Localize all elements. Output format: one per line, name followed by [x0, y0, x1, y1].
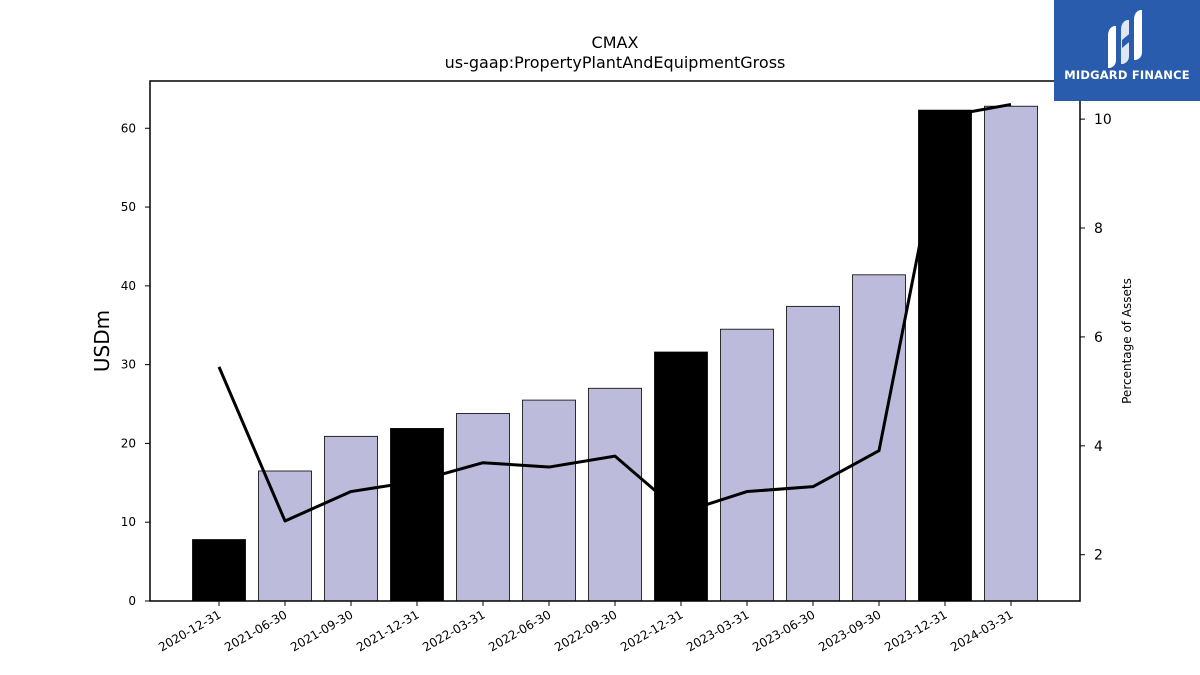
y2-tick-label: 10: [1094, 112, 1112, 128]
x-tick-label: 2023-09-30: [816, 607, 883, 654]
x-tick-label: 2022-12-31: [618, 607, 685, 654]
y2-axis: 2 4 6 8 10: [1080, 112, 1112, 564]
x-tick-label: 2021-06-30: [222, 607, 289, 654]
bar-group: [192, 105, 1038, 602]
x-tick-label: 2022-03-31: [420, 607, 487, 654]
x-tick-label: 2021-12-31: [354, 607, 421, 654]
chart-subtitle: us-gaap:PropertyPlantAndEquipmentGross: [445, 53, 786, 72]
line-group: [217, 102, 1012, 523]
bar-2023-12-31: [918, 109, 972, 602]
bar-2023-09-30: [852, 274, 906, 602]
y-axis: 0 10 20 30 40 50 60: [121, 121, 150, 608]
y-tick-label: 0: [128, 594, 136, 608]
bar-2023-03-31: [720, 328, 774, 602]
y2-axis-label: Percentage of Assets: [1120, 278, 1134, 404]
x-tick-label: 2022-09-30: [552, 607, 619, 654]
logo-text: MIDGARD FINANCE: [1064, 68, 1190, 82]
chart-title: CMAX: [592, 33, 639, 52]
x-tick-label: 2022-06-30: [486, 607, 553, 654]
y-tick-label: 40: [121, 279, 136, 293]
y2-tick-label: 4: [1094, 439, 1103, 455]
bar-2022-12-31: [654, 351, 708, 602]
x-tick-label: 2023-03-31: [684, 607, 751, 654]
x-tick-label: 2021-09-30: [288, 607, 355, 654]
y-tick-label: 30: [121, 358, 136, 372]
y-tick-label: 10: [121, 515, 136, 529]
bar-2021-06-30: [258, 470, 312, 602]
logo-mark-icon: [1108, 10, 1142, 68]
y2-tick-label: 2: [1094, 548, 1103, 564]
bar-2023-06-30: [786, 305, 840, 602]
bar-2022-06-30: [522, 399, 576, 602]
y2-tick-label: 6: [1094, 330, 1103, 346]
y-tick-label: 20: [121, 436, 136, 450]
x-tick-label: 2023-06-30: [750, 607, 817, 654]
bar-2021-09-30: [324, 435, 378, 602]
brand-logo: MIDGARD FINANCE: [1054, 0, 1200, 101]
y2-tick-label: 8: [1094, 221, 1103, 237]
x-tick-label: 2024-03-31: [948, 607, 1015, 654]
x-tick-label: 2023-12-31: [882, 607, 949, 654]
bar-2024-03-31: [984, 105, 1038, 602]
bar-2020-12-31: [192, 539, 246, 602]
y-tick-label: 60: [121, 121, 136, 135]
bar-2022-03-31: [456, 413, 510, 602]
x-axis: 2020-12-312021-06-302021-09-302021-12-31…: [156, 601, 1016, 654]
x-tick-label: 2020-12-31: [156, 607, 223, 654]
bar-2022-09-30: [588, 387, 642, 602]
y-tick-label: 50: [121, 200, 136, 214]
y-axis-label: USDm: [90, 310, 114, 372]
bar-2021-12-31: [390, 428, 444, 602]
